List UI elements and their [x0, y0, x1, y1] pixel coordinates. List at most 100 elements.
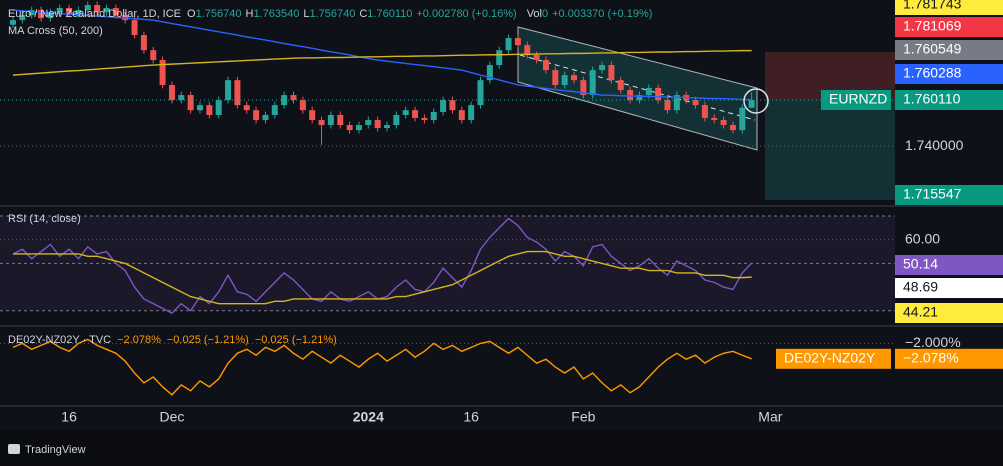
- brand[interactable]: TradingView: [25, 444, 86, 456]
- footer-logo[interactable]: TradingView: [8, 444, 86, 456]
- symbol-tag: [821, 90, 891, 110]
- spread-legend: DE02Y-NZ02Y · TVC −2.078% −0.025 (−1.21%) −…: [8, 334, 337, 346]
- candle-body: [318, 120, 325, 126]
- y-tick-label: −2.000%: [905, 334, 961, 350]
- volume-value: 0: [542, 8, 548, 20]
- candle-body: [243, 105, 250, 111]
- candle-body: [645, 87, 652, 96]
- candle-body: [150, 50, 157, 61]
- candle-body: [290, 95, 297, 101]
- candle-body: [384, 125, 390, 129]
- price-tag-label: 1.760110: [903, 91, 961, 107]
- candle-body: [262, 114, 269, 121]
- logo-icon: [8, 444, 20, 454]
- candle-body: [402, 110, 409, 115]
- price-tag: [895, 90, 1003, 110]
- candle-body: [103, 8, 110, 13]
- ohlc-value: 1.760110: [367, 8, 412, 20]
- candle-body: [412, 110, 419, 118]
- price-tag: [895, 40, 1003, 60]
- price-tag: [895, 185, 1003, 205]
- candle-body: [299, 100, 306, 111]
- change: +0.002780 (+0.16%): [416, 8, 516, 20]
- x-tick-label: 16: [463, 409, 479, 425]
- spread-title: DE02Y-NZ02Y · TVC: [8, 334, 111, 346]
- candle-body: [215, 100, 222, 115]
- candle-body: [28, 10, 35, 16]
- candle-body: [84, 5, 91, 11]
- ohlc-value: 1.756740: [309, 8, 355, 20]
- symbol-title: Euro / New Zealand Dollar, 1D, ICE: [8, 8, 181, 20]
- price-tag: [895, 255, 1003, 275]
- x-tick-label: Dec: [159, 409, 184, 425]
- candle-body: [580, 80, 587, 96]
- candle-body: [673, 95, 680, 111]
- rsi-title: RSI (14, close): [8, 213, 81, 225]
- candle-body: [748, 100, 755, 108]
- candle-body: [608, 65, 615, 81]
- candle-body: [739, 107, 746, 131]
- x-tick-label: Mar: [758, 409, 782, 425]
- series-line: [13, 250, 752, 305]
- parallel-channel[interactable]: [517, 26, 758, 151]
- candle-body: [664, 100, 671, 111]
- series-line: [12, 217, 753, 315]
- price-tag-label: 1.760549: [903, 41, 962, 57]
- candle-body: [720, 120, 727, 126]
- candle-body: [374, 120, 381, 129]
- candle-body: [505, 38, 512, 51]
- candle-body: [627, 90, 634, 101]
- candle-body: [234, 80, 241, 106]
- price-tag-label: 1.715547: [903, 186, 962, 202]
- candle-body: [589, 70, 596, 96]
- candle-body: [655, 87, 662, 101]
- price-tag: [895, 0, 1003, 15]
- ohlc-key: H: [245, 8, 253, 20]
- candle-body: [66, 8, 73, 14]
- candle-body: [729, 125, 736, 131]
- x-tick-label: 16: [61, 409, 77, 425]
- volume-key: Vol: [527, 8, 542, 20]
- candle-body: [599, 65, 606, 71]
- candle-body: [421, 117, 428, 121]
- price-tag-label: 1.781069: [903, 18, 962, 34]
- candle-body: [47, 12, 54, 19]
- legend-value: −2.078%: [117, 334, 161, 346]
- candle-body: [253, 110, 260, 121]
- ohlc-key: L: [303, 8, 309, 20]
- candle-body: [140, 35, 147, 51]
- candle-body: [571, 75, 577, 81]
- price-tag: [895, 64, 1003, 84]
- ohlc-key: C: [359, 8, 367, 20]
- candle-body: [346, 125, 353, 131]
- candle-body: [692, 100, 699, 106]
- candle-body: [524, 45, 531, 55]
- candle-body: [393, 114, 400, 126]
- candle-body: [486, 65, 493, 81]
- ohlc-key: O: [187, 8, 196, 20]
- position-target-zone[interactable]: [765, 100, 895, 200]
- candle-body: [94, 5, 101, 13]
- price-tag-label: 1.760288: [903, 65, 962, 81]
- price-tag-label: −2.078%: [903, 350, 959, 366]
- candle-body: [10, 20, 16, 25]
- ohlc-value: 1.763540: [253, 8, 299, 20]
- candle-body: [430, 112, 437, 121]
- candle-body: [496, 50, 503, 66]
- price-tag: [895, 278, 1003, 298]
- ohlc-value: 1.756740: [196, 8, 242, 20]
- candle-body: [206, 105, 213, 115]
- indicator-label: MA Cross (50, 200): [8, 25, 103, 37]
- series-line: [12, 9, 752, 101]
- candle-body: [449, 100, 456, 111]
- candle-body: [458, 110, 465, 121]
- candle-body: [701, 105, 708, 118]
- candle-body: [225, 80, 232, 101]
- price-tag: [895, 348, 1003, 369]
- candle-body: [159, 60, 166, 85]
- x-tick-label: 2024: [353, 409, 384, 425]
- candle-body: [337, 114, 344, 126]
- symbol-tag-label: DE02Y-NZ02Y: [784, 350, 876, 366]
